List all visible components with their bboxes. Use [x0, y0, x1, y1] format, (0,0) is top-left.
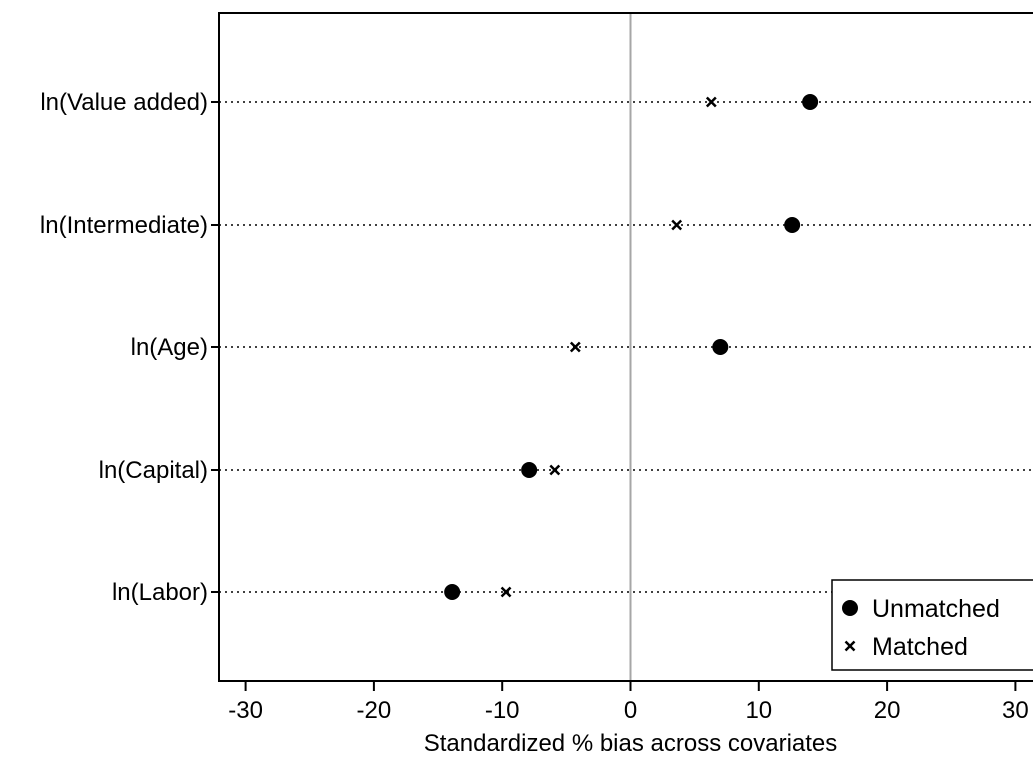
unmatched-point [784, 217, 801, 233]
x-tick-label: -30 [228, 697, 263, 724]
unmatched-point [802, 94, 819, 110]
x-axis: -30 -20 -10 0 10 20 30 [228, 681, 1029, 724]
matched-point [549, 464, 561, 476]
unmatched-point [712, 339, 729, 355]
unmatched-point [444, 584, 461, 600]
matched-point [705, 96, 717, 108]
x-axis-title: Standardized % bias across covariates [424, 730, 838, 757]
category-label: ln(Capital) [99, 457, 208, 484]
matched-point [671, 219, 683, 231]
category-label: ln(Age) [131, 334, 208, 361]
matched-point [569, 341, 581, 353]
legend-marker-matched [844, 640, 856, 652]
legend: Unmatched Matched [831, 579, 1033, 671]
legend-box [831, 579, 1033, 671]
legend-items: Unmatched Matched [842, 595, 1000, 661]
dotted-guide-lines [219, 101, 1033, 593]
x-tick-label: 10 [745, 697, 772, 724]
legend-label: Matched [872, 633, 968, 661]
x-tick-label: 20 [874, 697, 901, 724]
x-tick-label: -20 [357, 697, 392, 724]
data-points [444, 94, 819, 600]
unmatched-point [521, 462, 538, 478]
x-tick-label: 30 [1002, 697, 1029, 724]
matched-point [500, 586, 512, 598]
y-axis-category-labels: ln(Value added) ln(Intermediate) ln(Age) ln… [40, 89, 219, 606]
x-tick-label: 0 [624, 697, 637, 724]
category-label: ln(Intermediate) [40, 212, 208, 239]
x-tick-label: -10 [485, 697, 520, 724]
category-label: ln(Labor) [112, 579, 208, 606]
category-label: ln(Value added) [40, 89, 208, 116]
legend-marker-unmatched [842, 600, 858, 616]
legend-label: Unmatched [872, 595, 1000, 623]
